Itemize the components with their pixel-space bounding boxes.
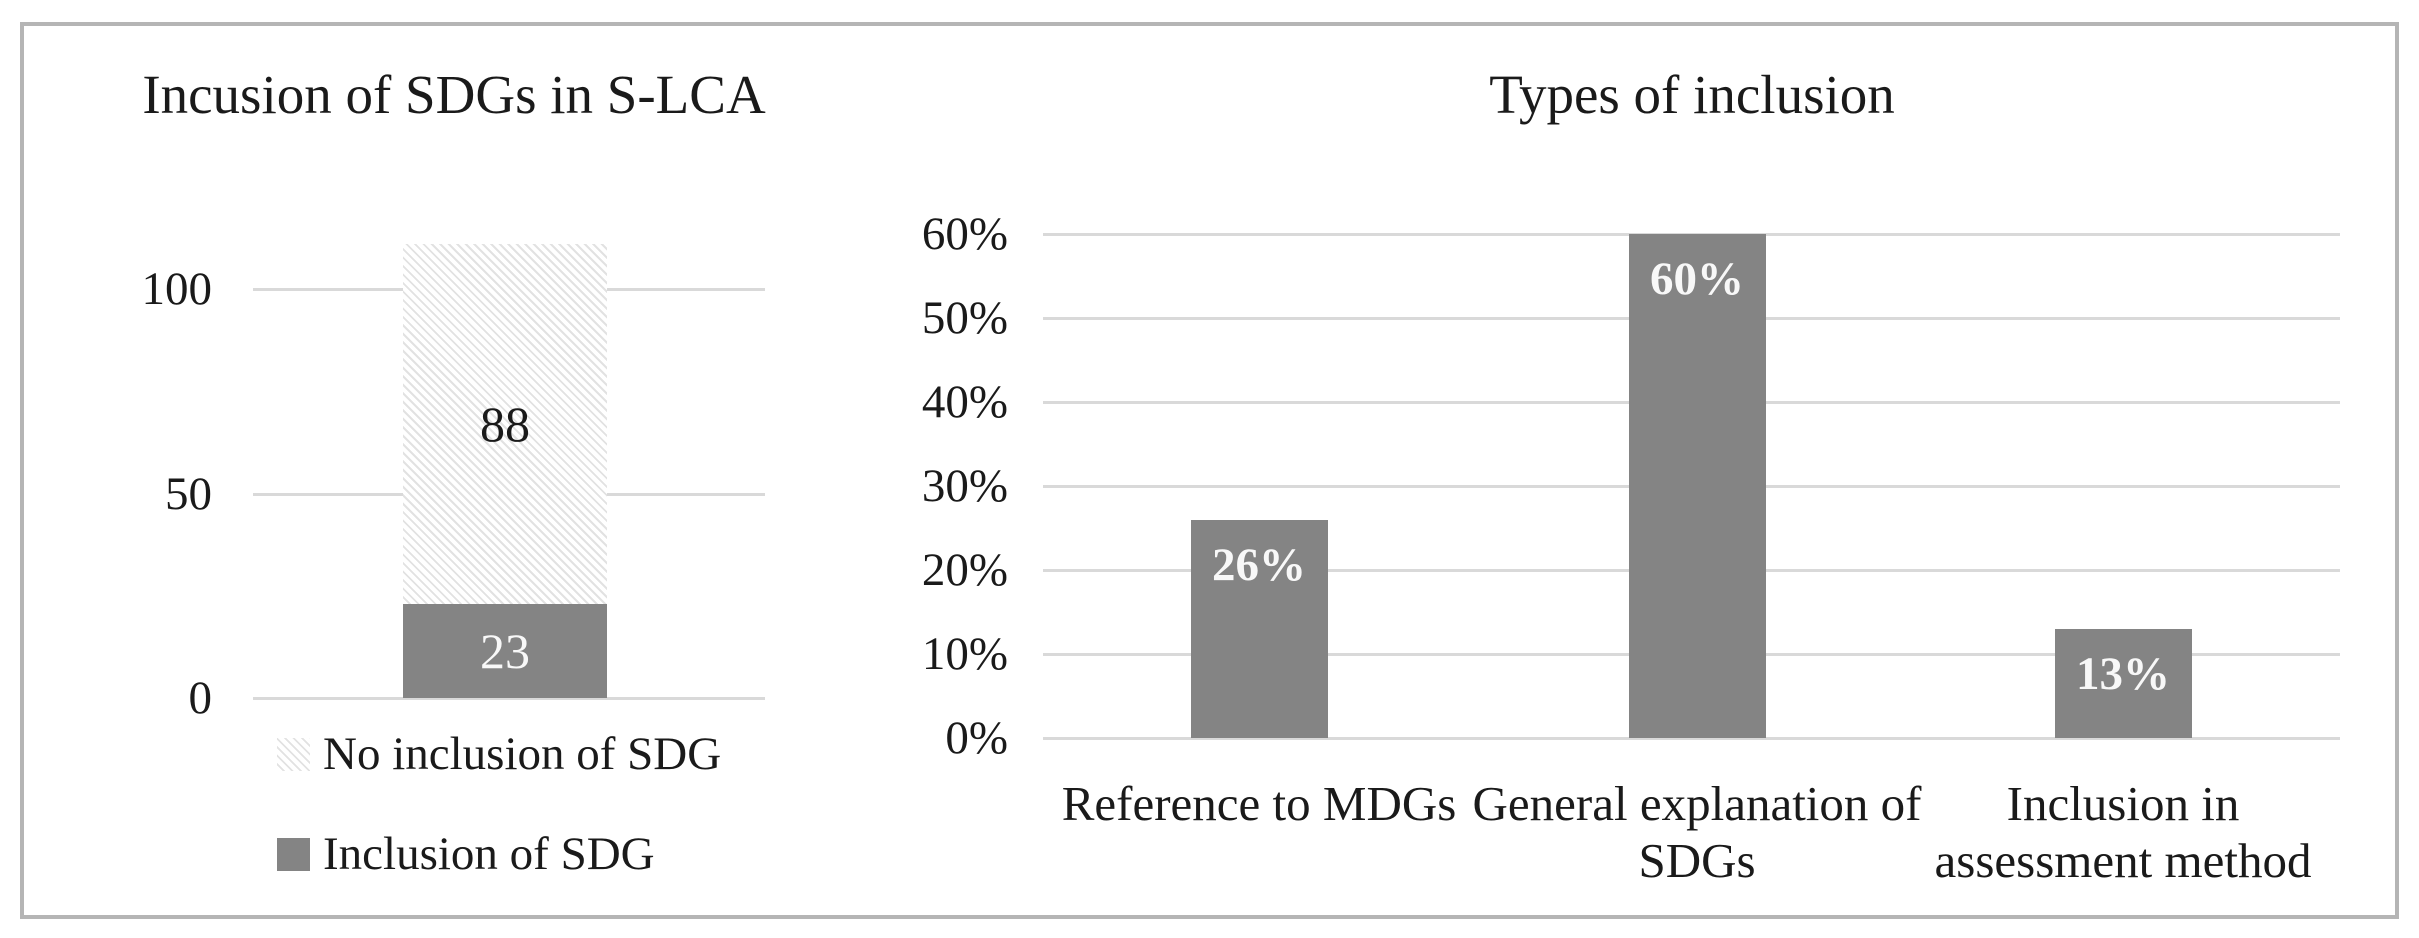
- legend-item-no-inclusion-of-sdg: No inclusion of SDG: [277, 731, 721, 778]
- bar-inclusion-in: [2055, 629, 2192, 738]
- right-ytick-60: 60%: [921, 208, 1008, 260]
- segment-value-label: 23: [480, 623, 530, 679]
- right-ytick-0: 0%: [945, 712, 1008, 764]
- stacked-bar-segment-inclusion-of-sdg: [403, 604, 607, 698]
- segment-value-label: 88: [480, 396, 530, 452]
- right-ytick-30: 30%: [921, 460, 1008, 512]
- left-chart-title: Incusion of SDGs in S-LCA: [142, 64, 766, 125]
- category-label: Reference to MDGs: [1061, 776, 1457, 831]
- category-label: Inclusion in assessment method: [1934, 776, 2312, 889]
- bar-value-label: 13%: [2076, 648, 2170, 700]
- legend-label: No inclusion of SDG: [323, 728, 722, 780]
- right-ytick-50: 50%: [921, 292, 1008, 344]
- right-ytick-10: 10%: [921, 628, 1008, 680]
- bar-reference-to-mdgs: [1191, 520, 1328, 738]
- legend-item-inclusion-of-sdg: Inclusion of SDG: [277, 831, 655, 878]
- category-label: General explanation of SDGs: [1472, 776, 1922, 889]
- right-chart-title: Types of inclusion: [1489, 64, 1895, 125]
- right-ytick-40: 40%: [921, 376, 1008, 428]
- legend-label: Inclusion of SDG: [323, 828, 655, 880]
- left-ytick-0: 0: [188, 672, 213, 724]
- left-gridline-0: [253, 697, 765, 700]
- right-ytick-20: 20%: [921, 544, 1008, 596]
- bar-value-label: 26%: [1212, 539, 1306, 591]
- solid-gray-swatch-icon: [277, 838, 310, 871]
- bar-general-explanation-of: [1629, 234, 1766, 738]
- left-ytick-50: 50: [165, 468, 212, 520]
- left-ytick-100: 100: [141, 263, 213, 315]
- bar-value-label: 60%: [1650, 253, 1744, 305]
- diagonal-hatch-swatch-icon: [277, 738, 310, 771]
- right-gridline-0: [1043, 737, 2340, 740]
- stacked-bar-segment-no-inclusion-of-sdg: [403, 244, 607, 604]
